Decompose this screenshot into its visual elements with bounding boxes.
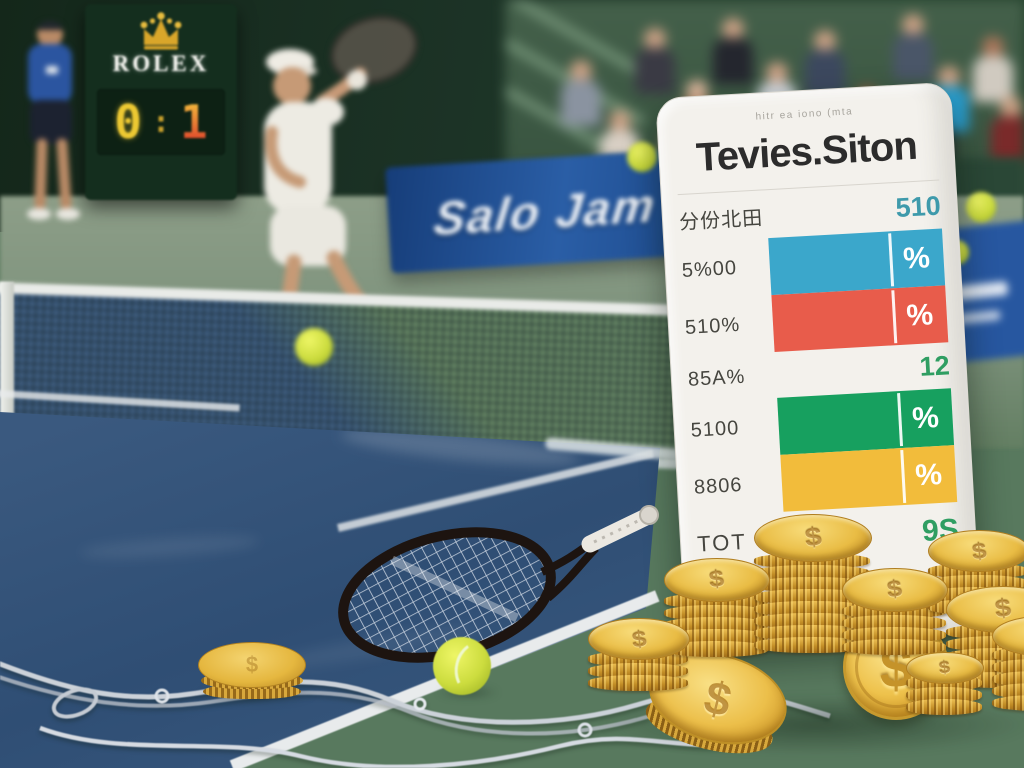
tennis-ball-banner [627, 142, 657, 172]
percent-label: % [902, 240, 931, 276]
spectator [893, 14, 933, 80]
spectator [635, 28, 675, 94]
dollar-symbol: $ [630, 625, 648, 653]
dollar-symbol: $ [970, 537, 988, 565]
stat-row-label: 5100 [690, 417, 740, 442]
rolex-brand: ROLEX [112, 51, 210, 76]
coin-face: $ [754, 514, 872, 563]
score-separator: : [151, 104, 171, 140]
tennis-ball-midair [295, 328, 333, 366]
stat-bar-blue: % [768, 228, 946, 296]
tennis-ball-right-upper [966, 192, 996, 222]
scoreboard: ROLEX 0 : 1 [85, 4, 237, 200]
card-title: Tevies.Siton [695, 123, 918, 181]
coin-face: $ [842, 568, 948, 612]
stat-row-label: 分份北田 [678, 206, 764, 234]
spectator [561, 60, 601, 126]
stat-bar-green: % [777, 388, 955, 455]
coin-face: $ [664, 558, 770, 602]
banner-text: Salo Jam [430, 177, 660, 245]
score-display: 0 : 1 [97, 89, 225, 155]
coin-face: $ [928, 530, 1024, 572]
coin-face: $ [906, 652, 984, 685]
stat-row-label: 510% [684, 313, 741, 339]
score-right-digit: 1 [180, 95, 208, 149]
coin-stack: $ [992, 616, 1024, 712]
spectator [973, 36, 1013, 102]
gold-coin-flat-pair: $ [198, 642, 308, 700]
spectator [805, 30, 845, 96]
line-judge [8, 8, 96, 228]
rolex-crown-icon [140, 12, 182, 50]
dollar-symbol: $ [803, 522, 823, 553]
stat-bar-yellow: % [780, 445, 958, 512]
stat-row-label: 8806 [693, 474, 744, 499]
coin-stack: $ [664, 558, 770, 657]
coin-face: $ [198, 642, 306, 688]
dollar-symbol: $ [708, 565, 726, 593]
court-sponsor-banner: Salo Jam [385, 148, 705, 274]
stat-bar-red: % [771, 285, 949, 352]
dollar-symbol: $ [699, 670, 737, 727]
percent-label: % [905, 297, 934, 333]
coin-stack: $ [754, 514, 872, 654]
coin-face: $ [588, 618, 690, 660]
dollar-symbol: $ [938, 657, 952, 678]
stat-row-label: 5%00 [681, 256, 738, 283]
stat-row-value: 12 [918, 349, 951, 382]
stat-row-label: 85A% [687, 365, 746, 391]
spectator [713, 18, 753, 84]
dollar-symbol: $ [245, 652, 259, 677]
score-left-digit: 0 [114, 95, 142, 149]
percent-label: % [914, 457, 943, 492]
coin-stack: $ [842, 568, 948, 655]
tennis-ball-front [433, 637, 491, 695]
tennis-player [222, 10, 427, 351]
coin-stack: $ [588, 618, 690, 691]
stat-row-label: TOT [696, 528, 748, 557]
spectator [991, 96, 1024, 186]
coin-stack: $ [906, 652, 984, 716]
stat-row-value: 510 [894, 190, 942, 223]
percent-label: % [911, 400, 940, 435]
dollar-symbol: $ [886, 575, 904, 603]
